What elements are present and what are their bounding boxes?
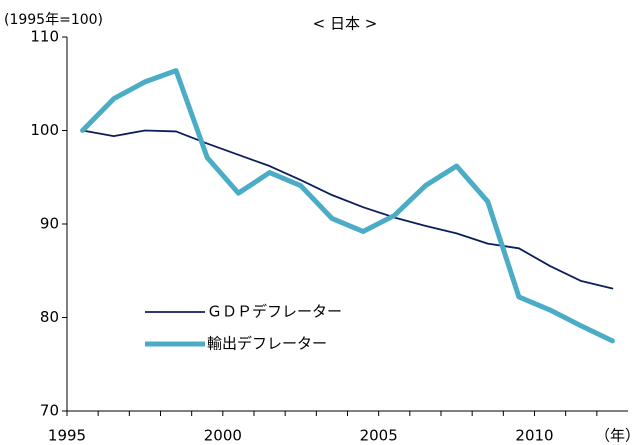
x-tick-label: 2010: [515, 427, 553, 445]
line-series: [80, 68, 615, 344]
y-tick-label: 90: [40, 215, 59, 233]
y-tick-label: 80: [40, 308, 59, 326]
x-tick-label: 1995: [48, 427, 86, 445]
y-tick-label: 110: [30, 28, 59, 46]
y-tick-label: 100: [30, 121, 59, 139]
x-tick-label: 2000: [204, 427, 242, 445]
line-series: [81, 129, 614, 290]
x-unit-note: （年）: [595, 427, 640, 445]
y-unit-note: (1995年=100): [4, 12, 103, 28]
x-tick-label: 2005: [360, 427, 398, 445]
legend-label: 輸出デフレーター: [207, 335, 327, 353]
chart-title: < 日本 >: [313, 15, 378, 33]
legend-label: ＧＤＰデフレーター: [207, 303, 342, 321]
y-tick-label: 70: [40, 402, 59, 420]
